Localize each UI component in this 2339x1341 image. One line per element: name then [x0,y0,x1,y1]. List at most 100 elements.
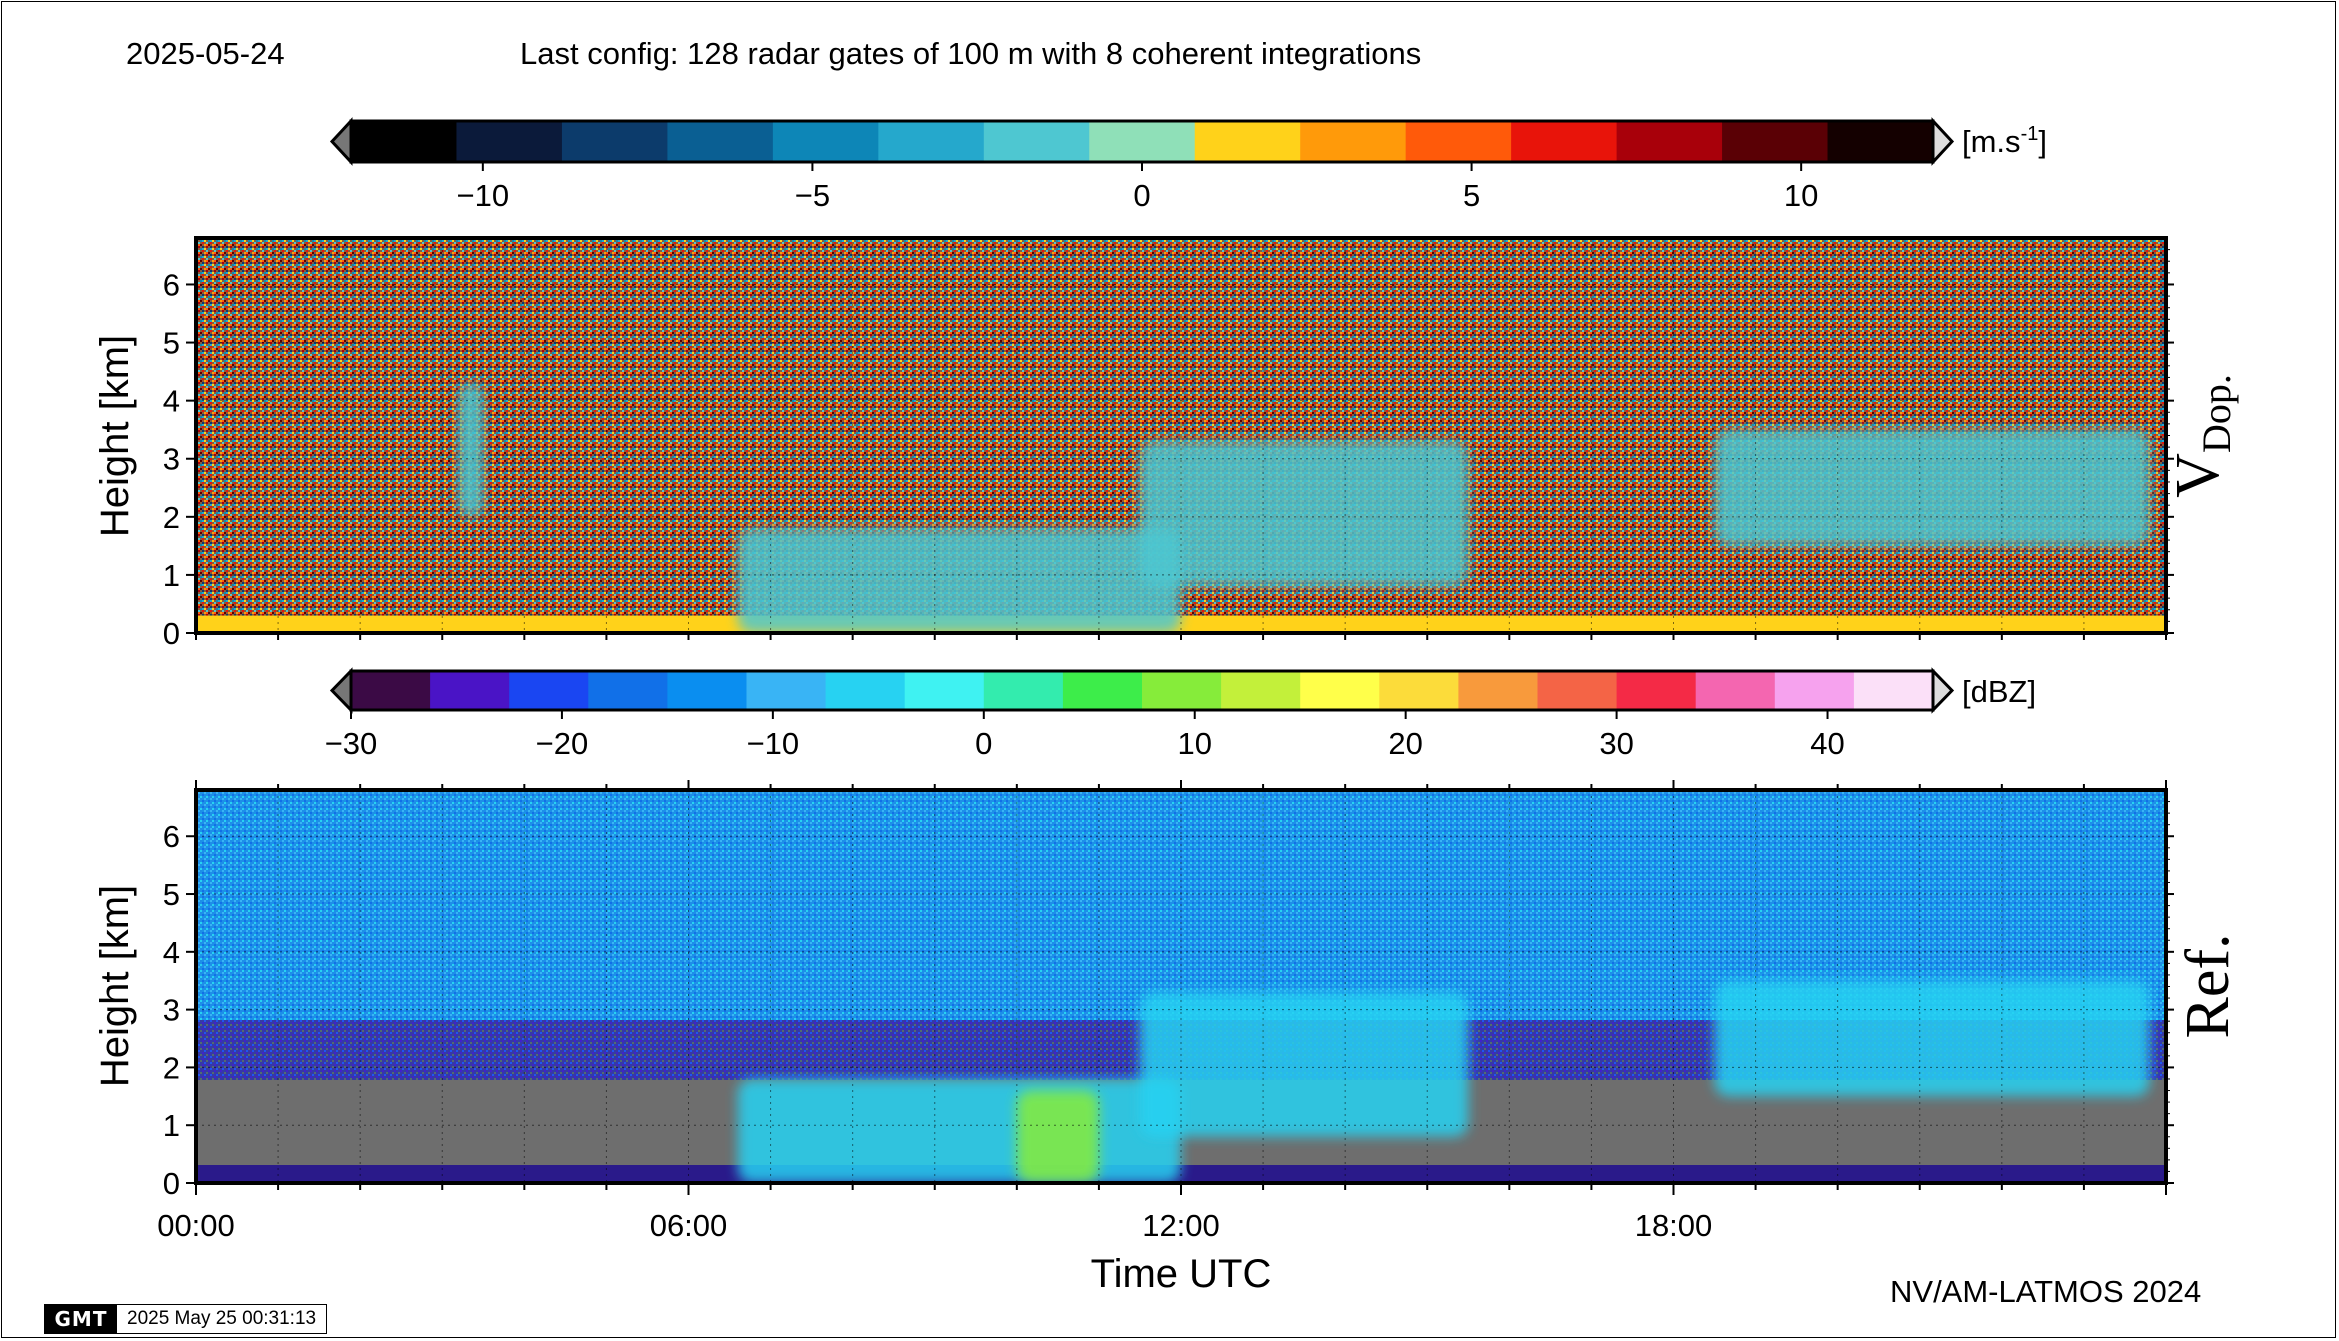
svg-text:Ref.: Ref. [2174,933,2242,1038]
dbz-colorbar-cell [983,671,1064,710]
reflectivity-ytick-label: 3 [163,993,180,1028]
doppler-ytick-label: 0 [163,616,180,651]
dbz-colorbar-cell [351,671,431,710]
doppler-ylabel: Height [km] [93,335,137,537]
doppler-echo [737,528,1181,633]
doppler-ytick-label: 3 [163,442,180,477]
dbz-colorbar-cell [1853,671,1934,710]
dbz-colorbar: −30 −20 −10 0 10 20 30 40 [dBZ] [325,667,2036,761]
doppler-colorbar-cell [1722,121,1829,162]
doppler-colorbar-tick-label: −5 [795,178,830,213]
doppler-colorbar: −10 −5 0 5 10 [m.s-1] [329,117,2047,213]
doppler-colorbar-cell [1300,121,1407,162]
dbz-colorbar-low-arrow [329,667,353,714]
reflectivity-panel-label: Ref. [2174,933,2242,1038]
reflectivity-ytick-label: 1 [163,1108,180,1143]
doppler-ytick-label: 6 [163,267,180,302]
dbz-colorbar-cell [1300,671,1380,710]
doppler-colorbar-cell [1194,121,1301,162]
doppler-colorbar-cell [351,121,457,162]
dbz-colorbar-high-arrow [1931,667,1955,714]
dbz-colorbar-unit: [dBZ] [1962,674,2036,709]
credit-label: NV/AM-LATMOS 2024 [1890,1274,2202,1309]
reflectivity-ytick-label: 2 [163,1050,180,1085]
doppler-echo [1139,441,1469,587]
dbz-colorbar-cell [1062,671,1143,710]
reflectivity-panel: 0 1 2 3 4 5 6 00:00 06:00 12:00 18:00 Height [km]… [93,780,2242,1296]
doppler-colorbar-high-arrow [1931,117,1955,166]
dbz-colorbar-cell [509,671,589,710]
reflectivity-xlabel: Time UTC [1091,1252,1272,1296]
reflectivity-xtick-label: 18:00 [1635,1208,1713,1243]
doppler-colorbar-unit: [m.s-1] [1962,123,2047,159]
reflectivity-echo [737,1078,1181,1183]
dbz-colorbar-tick-label: −30 [325,726,378,761]
doppler-colorbar-cell [878,121,985,162]
doppler-colorbar-cell [667,121,774,162]
doppler-colorbar-tick-label: −10 [457,178,510,213]
gmt-logo-icon: GMT [45,1305,117,1333]
doppler-echo [1714,429,2150,546]
doppler-colorbar-tick-label: 5 [1463,178,1480,213]
doppler-panel: 0 1 2 3 4 5 6 Height [km] VDop. [93,236,2239,651]
reflectivity-ytick-label: 6 [163,819,180,854]
reflectivity-xtick-label: 06:00 [650,1208,728,1243]
dbz-colorbar-cell [1379,671,1459,710]
dbz-colorbar-tick-label: 10 [1177,726,1211,761]
dbz-colorbar-cell [1774,671,1855,710]
doppler-colorbar-tick-label: 10 [1784,178,1818,213]
dbz-colorbar-tick-label: 20 [1388,726,1422,761]
reflectivity-ytick-label: 5 [163,877,180,912]
dbz-colorbar-tick-label: 30 [1599,726,1633,761]
date-label: 2025-05-24 [126,36,285,71]
dbz-colorbar-tick-label: 40 [1810,726,1844,761]
dbz-colorbar-cell [667,671,747,710]
reflectivity-ytick-label: 0 [163,1166,180,1201]
doppler-heatmap [196,238,2166,633]
doppler-colorbar-cell [456,121,563,162]
doppler-ytick-label: 1 [163,558,180,593]
dbz-colorbar-tick-label: −20 [536,726,589,761]
doppler-colorbar-cell [1616,121,1723,162]
doppler-colorbar-cell [561,121,668,162]
doppler-ytick-label: 5 [163,326,180,361]
doppler-colorbar-cell [1089,121,1196,162]
dbz-colorbar-cell [1221,671,1301,710]
doppler-ytick-label: 2 [163,500,180,535]
dbz-colorbar-cell [1695,671,1776,710]
doppler-colorbar-cell [1405,121,1512,162]
dbz-colorbar-cell [1616,671,1697,710]
doppler-colorbar-low-arrow [329,117,353,166]
doppler-panel-label: VDop. [2164,374,2239,498]
dbz-colorbar-tick-label: −10 [747,726,800,761]
dbz-colorbar-cell [1458,671,1538,710]
dbz-colorbar-tick-label: 0 [975,726,992,761]
reflectivity-heatmap [196,790,2166,1183]
config-label: Last config: 128 radar gates of 100 m wi… [520,36,1422,71]
doppler-colorbar-cell [772,121,879,162]
reflectivity-ylabel: Height [km] [93,885,137,1087]
reflectivity-xtick-label: 12:00 [1142,1208,1220,1243]
reflectivity-xtick-label: 00:00 [157,1208,235,1243]
doppler-colorbar-cell [983,121,1090,162]
doppler-echo [458,383,484,517]
doppler-ytick-label: 4 [163,384,180,419]
dbz-colorbar-cell [825,671,906,710]
gmt-timestamp-box: GMT 2025 May 25 00:31:13 [44,1304,328,1334]
dbz-colorbar-cell [904,671,985,710]
dbz-colorbar-cell [430,671,510,710]
reflectivity-echo [1016,1090,1099,1183]
doppler-colorbar-cell [1511,121,1618,162]
dbz-colorbar-cell [746,671,827,710]
gmt-timestamp: 2025 May 25 00:31:13 [117,1305,327,1333]
dbz-colorbar-cell [1142,671,1222,710]
reflectivity-echo [1139,992,1469,1137]
dbz-colorbar-cell [1537,671,1618,710]
dbz-colorbar-cell [588,671,668,710]
doppler-colorbar-tick-label: 0 [1133,178,1150,213]
reflectivity-ytick-label: 4 [163,935,180,970]
doppler-colorbar-cell [1827,121,1934,162]
svg-text:VDop.: VDop. [2164,374,2239,498]
